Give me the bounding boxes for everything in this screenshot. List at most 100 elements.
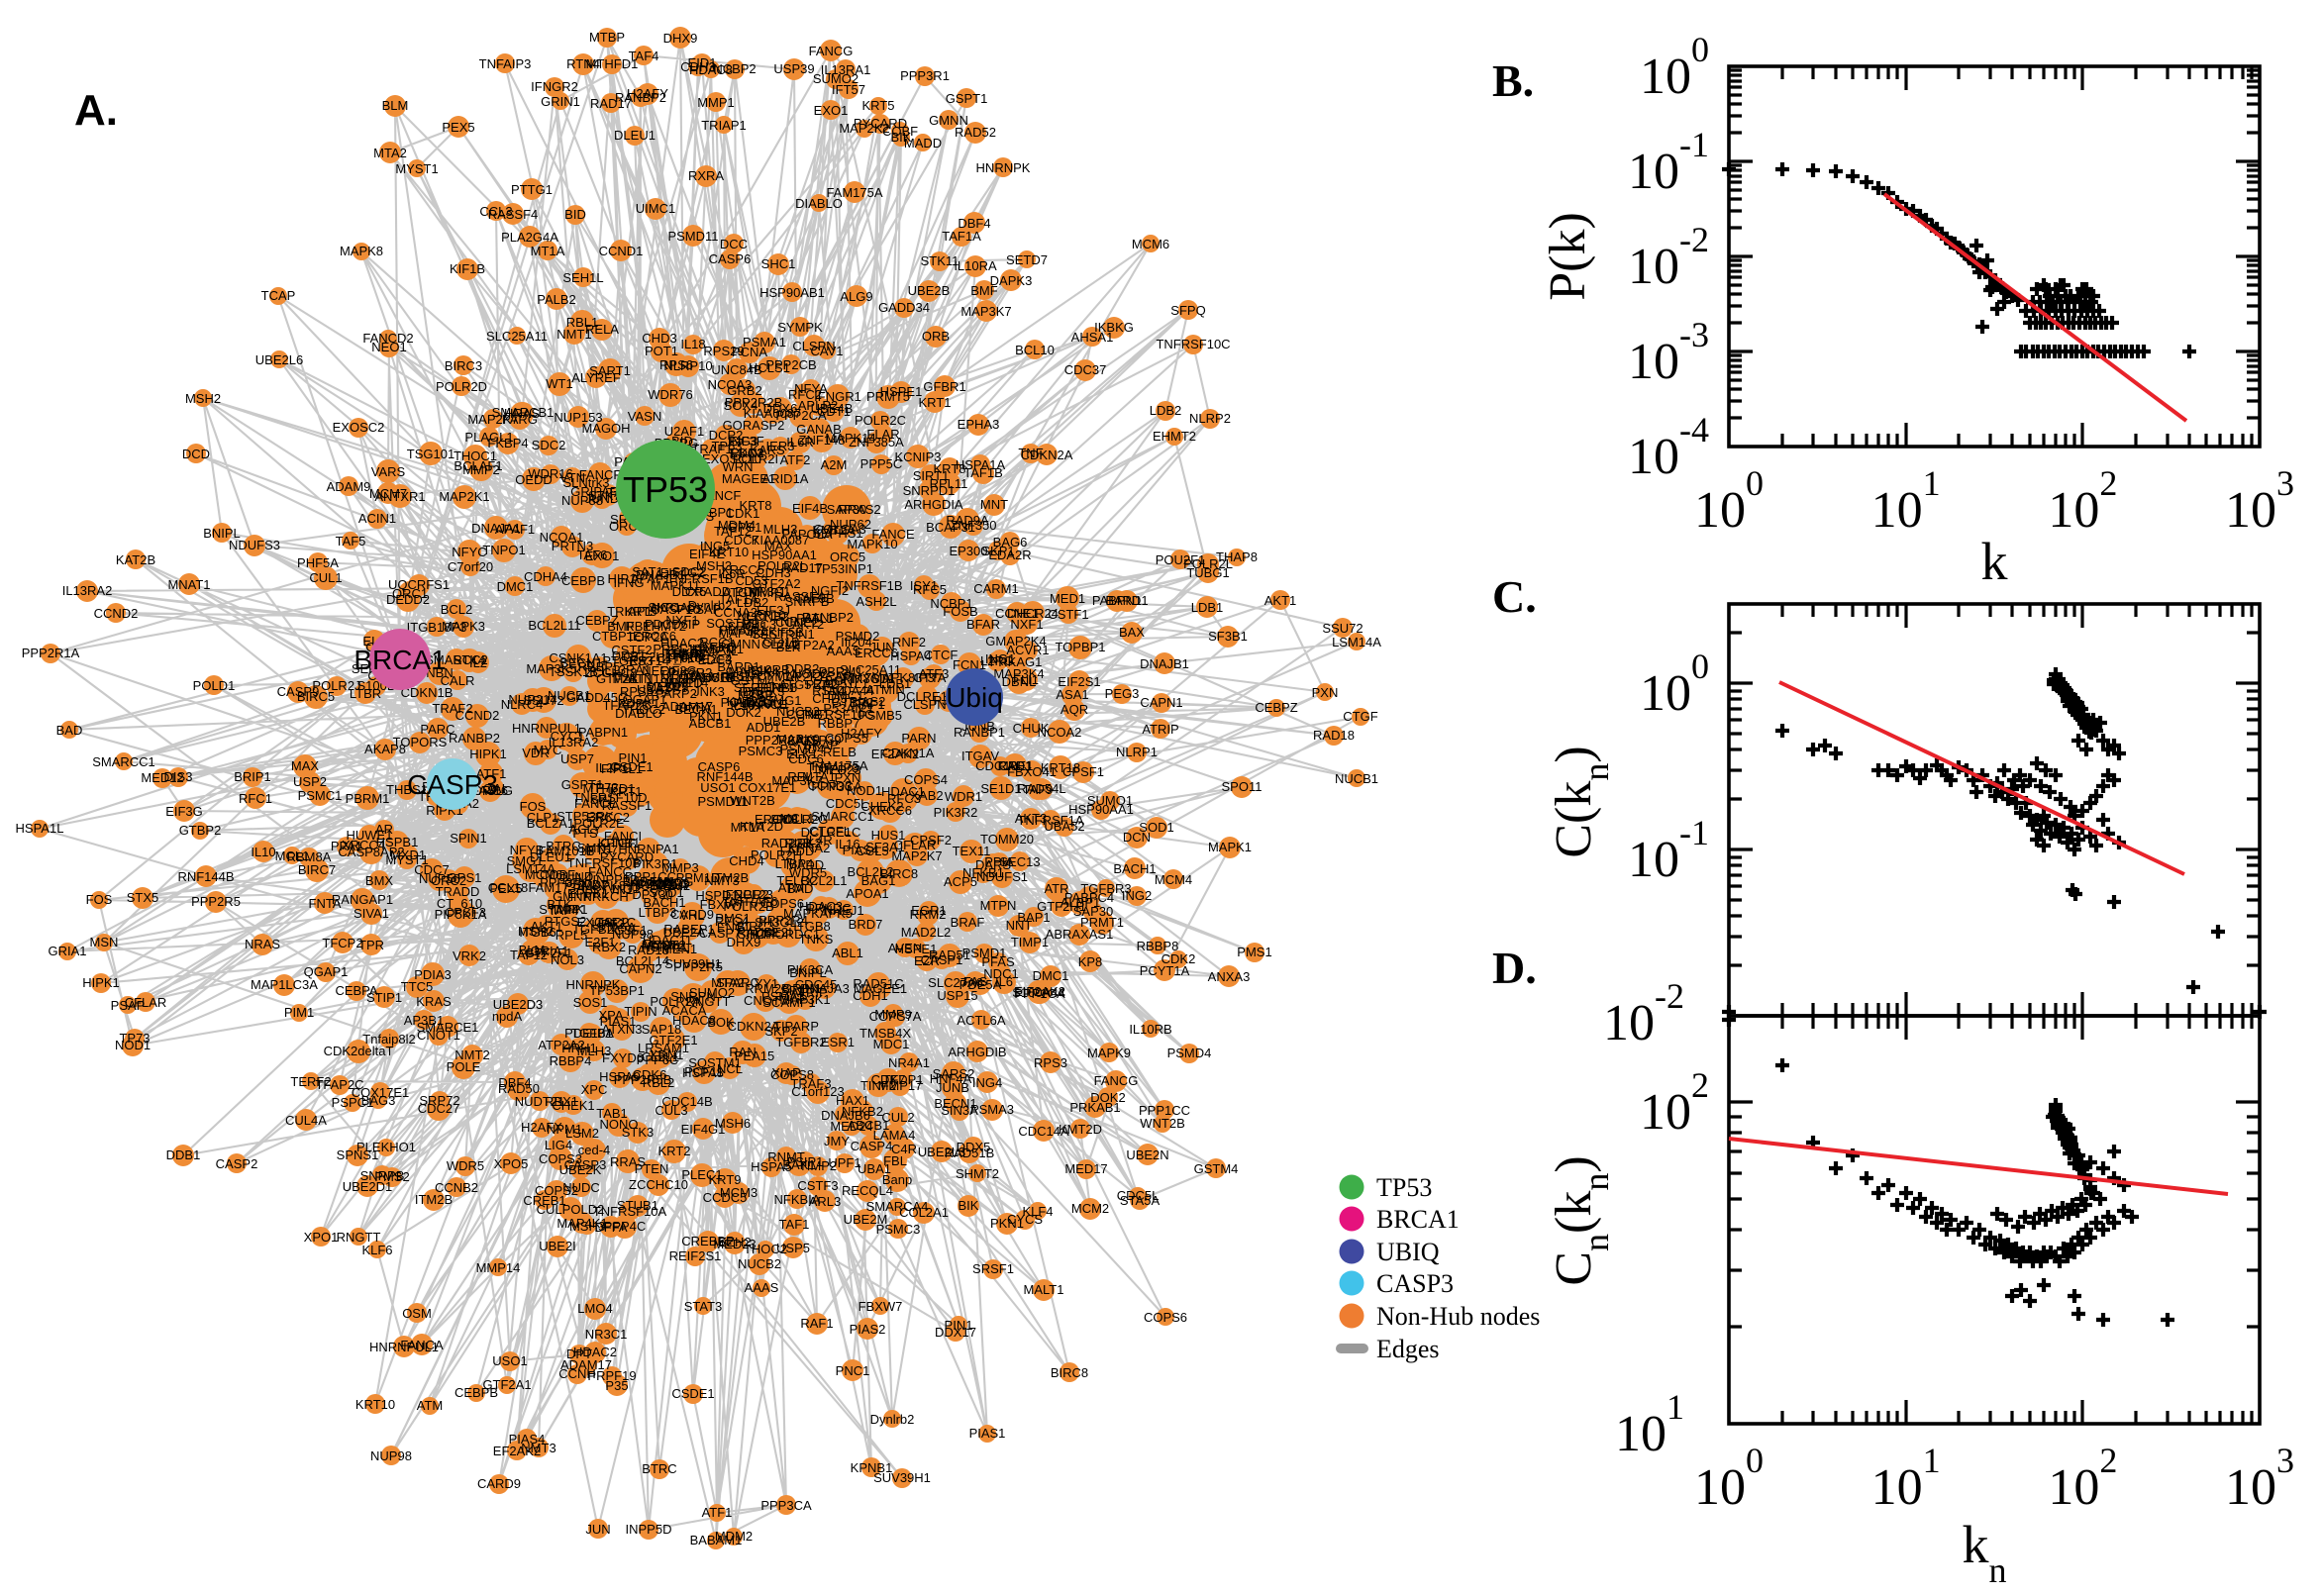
svg-text:FANCE: FANCE (871, 527, 915, 542)
svg-text:MAX: MAX (291, 758, 320, 773)
svg-text:NFKB1: NFKB1 (962, 865, 1004, 880)
svg-text:BRD7: BRD7 (849, 917, 883, 932)
svg-text:EIF4B: EIF4B (792, 501, 828, 516)
svg-text:FAM175A: FAM175A (826, 185, 882, 200)
svg-text:S100A44: S100A44 (1012, 985, 1065, 1000)
svg-text:BCL2L11: BCL2L11 (528, 618, 580, 633)
svg-text:ATRIP: ATRIP (790, 985, 827, 1000)
svg-text:NXF1: NXF1 (1010, 617, 1043, 632)
svg-text:KRT5: KRT5 (862, 98, 895, 113)
svg-text:TP53: TP53 (623, 469, 708, 510)
svg-text:HSP90AB1: HSP90AB1 (759, 285, 825, 300)
svg-text:TIPIN: TIPIN (624, 1004, 656, 1019)
svg-text:ARHGDIA: ARHGDIA (904, 497, 963, 512)
svg-text:PPP2R5: PPP2R5 (191, 894, 241, 909)
svg-text:PARC: PARC (420, 722, 454, 737)
svg-text:TGFBR2: TGFBR2 (775, 1035, 826, 1049)
svg-text:CASP1: CASP1 (921, 952, 963, 967)
svg-text:GTF2H1: GTF2H1 (1037, 899, 1086, 914)
svg-text:IL6: IL6 (995, 974, 1013, 989)
svg-text:SPNS1: SPNS1 (337, 1147, 379, 1162)
svg-text:RANBP2: RANBP2 (615, 90, 666, 105)
svg-text:FANCG: FANCG (1094, 1073, 1139, 1088)
svg-text:BACH1: BACH1 (1113, 861, 1156, 876)
svg-text:ASA1: ASA1 (1056, 687, 1088, 702)
svg-text:SP1: SP1 (590, 792, 615, 807)
svg-text:NP: NP (780, 614, 798, 629)
svg-text:RAD18: RAD18 (1313, 728, 1355, 743)
svg-text:USO1: USO1 (492, 1353, 527, 1368)
svg-text:C.: C. (1492, 571, 1537, 622)
svg-text:PTTG1: PTTG1 (511, 182, 553, 197)
svg-text:WT1: WT1 (546, 376, 572, 391)
svg-text:Non-Hub nodes: Non-Hub nodes (1376, 1302, 1540, 1331)
svg-text:PSMD11: PSMD11 (697, 794, 748, 809)
svg-text:IL18: IL18 (680, 337, 705, 351)
svg-text:PEX5: PEX5 (442, 120, 474, 135)
svg-text:CASP2: CASP2 (216, 1156, 258, 1171)
svg-text:DCD: DCD (182, 447, 210, 461)
svg-text:PIAS2: PIAS2 (850, 1322, 886, 1337)
svg-text:STX5: STX5 (127, 890, 159, 905)
svg-text:EIF3G: EIF3G (165, 804, 203, 819)
svg-text:DCC: DCC (720, 237, 748, 251)
svg-text:CHD3: CHD3 (642, 331, 676, 346)
svg-text:FBL: FBL (883, 1153, 907, 1168)
svg-text:AKT3: AKT3 (1015, 811, 1048, 826)
svg-text:PIAS1: PIAS1 (969, 1426, 1006, 1441)
svg-text:CCND3: CCND3 (808, 778, 853, 793)
svg-text:TRAF2: TRAF2 (432, 701, 472, 716)
svg-text:JNK3: JNK3 (693, 684, 725, 699)
svg-text:REIF2S1: REIF2S1 (669, 1248, 722, 1263)
svg-text:CCL18: CCL18 (488, 880, 528, 895)
svg-text:COPS6: COPS6 (1144, 1310, 1187, 1325)
svg-text:CREB1: CREB1 (523, 1193, 565, 1208)
svg-text:GRIA1: GRIA1 (48, 944, 86, 958)
svg-text:PSMB5: PSMB5 (858, 708, 902, 723)
svg-text:CASP9: CASP9 (277, 684, 320, 699)
svg-text:TCAP: TCAP (261, 288, 296, 303)
svg-text:NUP88: NUP88 (561, 493, 603, 508)
svg-text:TAF1A: TAF1A (942, 229, 981, 244)
svg-text:SSU72: SSU72 (1322, 621, 1363, 636)
svg-text:BBC3: BBC3 (743, 617, 776, 632)
svg-text:VTN: VTN (559, 470, 585, 485)
svg-text:USP15: USP15 (937, 988, 977, 1003)
svg-text:SAP18: SAP18 (642, 1022, 681, 1037)
svg-text:MMP1: MMP1 (697, 95, 735, 110)
svg-text:CASP3: CASP3 (407, 769, 498, 800)
svg-text:CPSF2: CPSF2 (910, 833, 952, 848)
svg-text:CHEK2: CHEK2 (860, 799, 903, 814)
svg-text:VDR: VDR (522, 746, 549, 760)
svg-text:XIAP: XIAP (771, 1065, 801, 1080)
svg-text:UQCRFS1: UQCRFS1 (388, 577, 450, 592)
svg-text:ERCC6: ERCC6 (633, 629, 676, 644)
svg-text:CARM1: CARM1 (973, 581, 1019, 596)
svg-text:NLRP2: NLRP2 (1189, 411, 1231, 426)
svg-text:TAF12: TAF12 (510, 948, 548, 962)
svg-text:BRCA1: BRCA1 (1376, 1205, 1460, 1234)
svg-text:GTBP2: GTBP2 (179, 823, 222, 838)
svg-text:ARL3: ARL3 (809, 1194, 842, 1209)
svg-text:EHMT2: EHMT2 (1153, 429, 1196, 444)
svg-text:POLR2J: POLR2J (312, 678, 360, 693)
svg-text:E2F4: E2F4 (701, 651, 732, 666)
svg-text:RFC4: RFC4 (715, 914, 749, 929)
svg-text:VASN: VASN (628, 409, 661, 424)
svg-text:SRSF1: SRSF1 (972, 1261, 1014, 1276)
svg-text:LIG1: LIG1 (612, 881, 640, 896)
svg-text:TAF5: TAF5 (336, 534, 366, 549)
svg-text:HNRNPK: HNRNPK (976, 160, 1031, 175)
svg-text:AVEN: AVEN (888, 941, 922, 955)
svg-text:ING4: ING4 (972, 1075, 1002, 1090)
svg-text:SPIN1: SPIN1 (450, 831, 487, 846)
svg-text:PSAP: PSAP (111, 998, 146, 1013)
svg-text:CAPN1: CAPN1 (1140, 695, 1182, 710)
svg-text:B.: B. (1492, 55, 1534, 106)
svg-text:CCL5: CCL5 (856, 844, 888, 858)
svg-text:PSMA1: PSMA1 (743, 335, 786, 349)
svg-text:GADD34: GADD34 (878, 300, 930, 315)
svg-text:SEH1L: SEH1L (562, 270, 603, 285)
svg-text:ATF3: ATF3 (919, 666, 950, 681)
svg-text:RBBP7: RBBP7 (818, 716, 860, 731)
